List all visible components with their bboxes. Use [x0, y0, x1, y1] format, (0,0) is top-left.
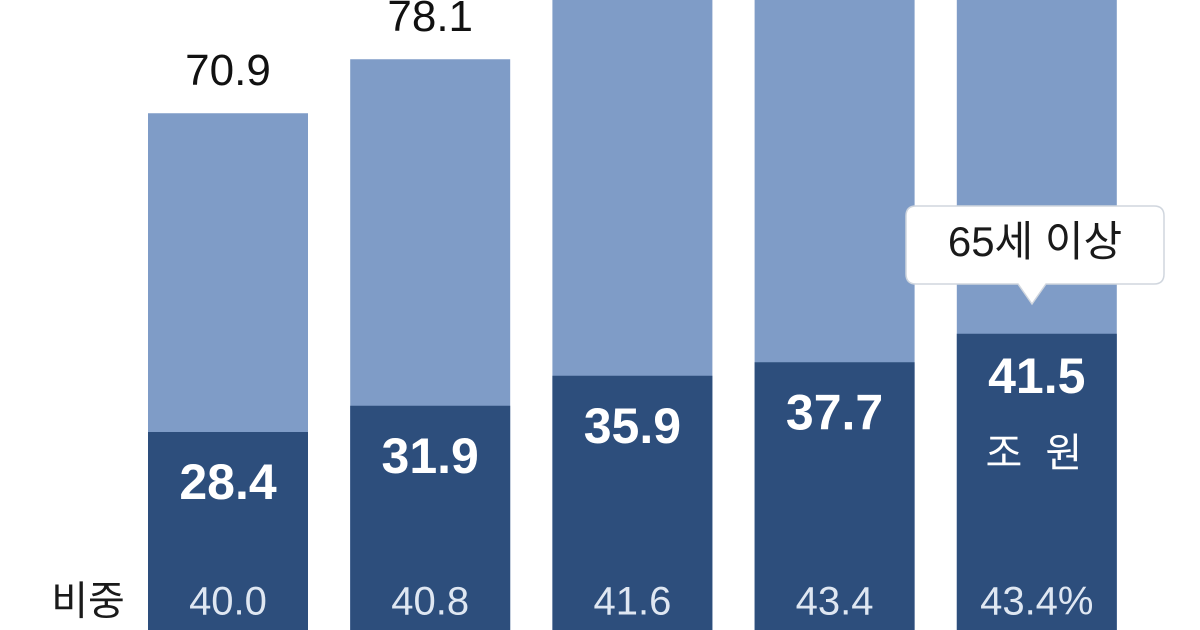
bar — [754, 362, 915, 630]
legend-callout: 65세 이상 — [905, 205, 1165, 306]
bar — [956, 333, 1117, 630]
bar — [350, 405, 511, 630]
total-label: 78.1 — [387, 0, 473, 41]
share-value: 40.8 — [391, 580, 469, 624]
share-value: 43.4% — [980, 580, 1093, 624]
value-label: 28.4 — [179, 454, 277, 510]
share-label: 비중 — [51, 580, 125, 624]
callout-box — [905, 205, 1165, 306]
value-label: 37.7 — [786, 384, 883, 440]
unit-label: 조 원 — [985, 431, 1088, 475]
legend-label: 65세 이상 — [948, 218, 1122, 265]
total-label: 70.9 — [185, 46, 271, 95]
value-label: 41.5 — [988, 348, 1085, 404]
bars: 70.9 28.4 40.0 78.1 31.9 40.8 35.9 41.6 37.7 43.4… — [148, 0, 1117, 630]
value-label: 35.9 — [584, 398, 681, 454]
share-value: 40.0 — [189, 580, 267, 624]
bar — [148, 432, 308, 630]
bar — [552, 375, 713, 630]
value-label: 31.9 — [382, 428, 479, 484]
share-value: 41.6 — [593, 580, 671, 624]
share-value: 43.4 — [796, 580, 874, 624]
